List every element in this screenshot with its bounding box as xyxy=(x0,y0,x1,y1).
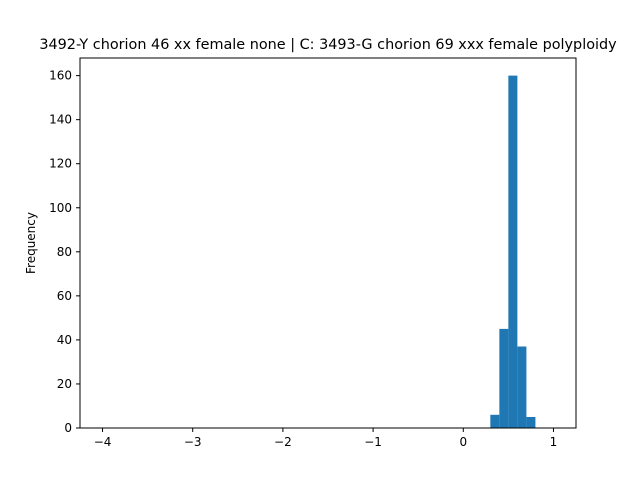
chart-title: 3492-Y chorion 46 xx female none | C: 34… xyxy=(39,37,617,53)
histogram-bar-3 xyxy=(517,346,527,428)
x-tick-label-4: 0 xyxy=(459,435,467,449)
y-tick-label-0: 0 xyxy=(64,421,72,435)
histogram-bar-0 xyxy=(490,414,500,428)
x-tick-label-3: −1 xyxy=(364,435,382,449)
y-tick-label-7: 140 xyxy=(49,113,72,127)
x-tick-label-1: −3 xyxy=(184,435,202,449)
y-tick-label-2: 40 xyxy=(57,333,72,347)
y-tick-label-1: 20 xyxy=(57,377,72,391)
histogram-bar-2 xyxy=(508,75,518,429)
x-tick-label-5: 1 xyxy=(550,435,558,449)
bars-group xyxy=(490,75,536,429)
x-tick-label-0: −4 xyxy=(94,435,112,449)
x-axis-ticks: −4 −3 −2 −1 0 1 xyxy=(94,428,558,449)
y-tick-label-8: 160 xyxy=(49,69,72,83)
plot-frame xyxy=(79,57,577,429)
histogram-bar-1 xyxy=(499,328,509,428)
x-tick-label-2: −2 xyxy=(274,435,292,449)
y-tick-label-4: 80 xyxy=(57,245,72,259)
y-axis-ticks: 0 20 40 60 80 100 120 140 160 xyxy=(49,69,80,435)
y-tick-label-5: 100 xyxy=(49,201,72,215)
histogram-bar-4 xyxy=(526,416,536,428)
y-tick-label-3: 60 xyxy=(57,289,72,303)
y-tick-label-6: 120 xyxy=(49,157,72,171)
y-axis-label: Frequency xyxy=(24,212,38,274)
